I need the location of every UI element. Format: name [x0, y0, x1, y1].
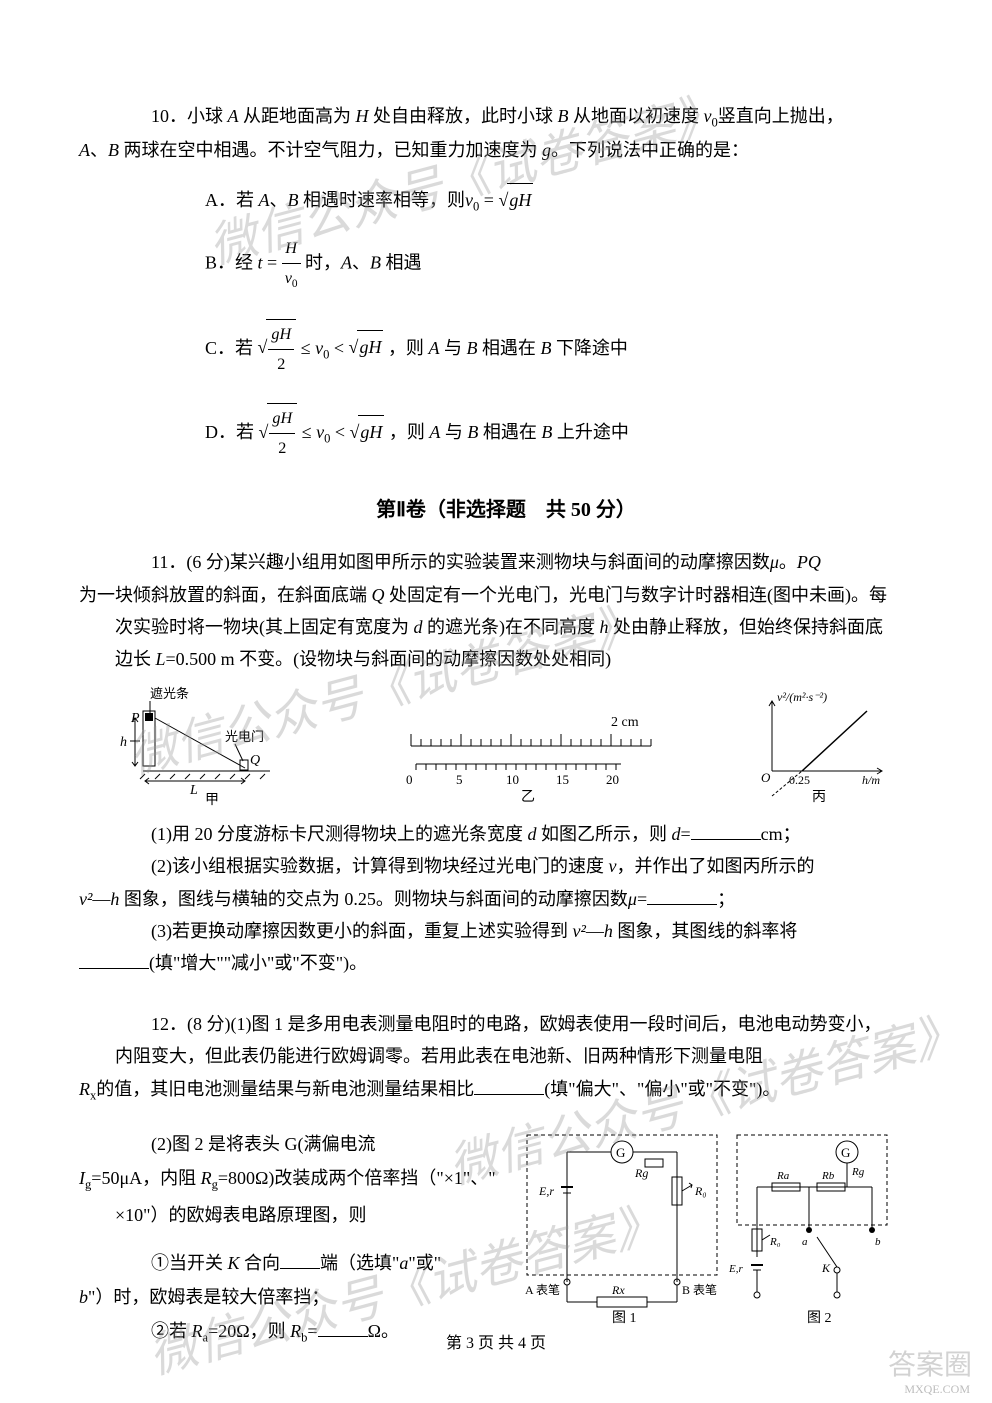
svg-text:v²/(m²·s⁻²): v²/(m²·s⁻²)	[777, 690, 827, 704]
svg-text:甲: 甲	[205, 793, 219, 806]
svg-text:R₀: R₀	[694, 1184, 707, 1198]
q10-option-c: C．若 gH2 ≤ v0 < gH ，则 A 与 B 相遇在 B 下降途中	[205, 319, 897, 379]
svg-text:E,r: E,r	[728, 1263, 743, 1275]
q12-sub1: 12．(8 分)(1)图 1 是多用电表测量电阻时的电路，欧姆表使用一段时间后，…	[115, 1008, 897, 1107]
blank-d	[691, 822, 761, 840]
svg-text:L: L	[189, 783, 198, 798]
svg-text:0.25: 0.25	[789, 773, 810, 787]
q10-option-d: D．若 gH2 ≤ v0 < gH ，则 A 与 B 相遇在 B 上升途中	[205, 403, 897, 463]
svg-text:Ra: Ra	[776, 1170, 790, 1182]
q11-sub2: (2)该小组根据实验数据，计算得到物块经过光电门的速度 v，并作出了如图丙所示的…	[115, 850, 897, 915]
blank-mu	[647, 887, 717, 905]
q11-stem: 11．(6 分)某兴趣小组用如图甲所示的实验装置来测物块与斜面间的动摩擦因数μ。…	[115, 546, 897, 676]
svg-text:5: 5	[456, 772, 463, 787]
question-12: 12．(8 分)(1)图 1 是多用电表测量电阻时的电路，欧姆表使用一段时间后，…	[115, 1008, 897, 1351]
q11-number: 11．	[151, 552, 186, 572]
diagram-yi: 2 cm 0 5 10 15 20 乙	[391, 706, 671, 806]
svg-text:20: 20	[606, 772, 619, 787]
blank-ab	[280, 1251, 320, 1269]
svg-text:15: 15	[556, 772, 569, 787]
svg-text:a: a	[802, 1236, 808, 1248]
diagram-jia: 遮光条 P 光电门 Q h L 甲	[115, 686, 315, 806]
circuit-diagrams: G Rg R₀ E,r	[517, 1127, 897, 1337]
q11-sub3: (3)若更换动摩擦因数更小的斜面，重复上述实验得到 v²—h 图象，其图线的斜率…	[115, 915, 897, 980]
svg-text:10: 10	[506, 772, 519, 787]
page-footer: 第 3 页 共 4 页	[0, 1329, 992, 1353]
q10-option-b: B．经 t = Hv0 时，A、B 相遇	[205, 234, 897, 295]
section-2-title: 第Ⅱ卷（非选择题 共 50 分）	[115, 493, 897, 522]
q11-diagrams: 遮光条 P 光电门 Q h L 甲 2 c	[115, 686, 897, 806]
q10-stem: 10．小球 A 从距地面高为 H 处自由释放，此时小球 B 从地面以初速度 v0…	[115, 100, 897, 167]
question-10: 10．小球 A 从距地面高为 H 处自由释放，此时小球 B 从地面以初速度 v0…	[115, 100, 897, 463]
corner-sub: MXQE.COM	[904, 1382, 970, 1397]
svg-text:光电门: 光电门	[225, 729, 264, 744]
svg-text:h/m: h/m	[862, 773, 880, 787]
svg-text:G: G	[841, 1145, 850, 1160]
q10-option-a: A．若 A、B 相遇时速率相等，则v0 = gH	[205, 183, 897, 218]
svg-text:丙: 丙	[812, 790, 826, 805]
svg-text:Q: Q	[250, 753, 260, 768]
svg-text:b: b	[875, 1236, 881, 1248]
svg-text:Rb: Rb	[821, 1170, 835, 1182]
svg-text:乙: 乙	[521, 789, 535, 805]
q10-number: 10．	[151, 106, 187, 126]
q11-sub1: (1)用 20 分度游标卡尺测得物块上的遮光条宽度 d 如图乙所示，则 d=cm…	[115, 818, 897, 850]
svg-text:图 1: 图 1	[612, 1311, 637, 1326]
svg-text:Rx: Rx	[611, 1283, 625, 1297]
svg-text:图 2: 图 2	[807, 1311, 832, 1326]
blank-slope	[79, 951, 149, 969]
svg-text:E,r: E,r	[538, 1184, 554, 1198]
svg-text:0: 0	[406, 772, 413, 787]
svg-text:A 表笔: A 表笔	[525, 1282, 560, 1297]
svg-text:K: K	[821, 1261, 831, 1275]
diagram-bing: v²/(m²·s⁻²) h/m O 0.25 丙	[747, 686, 897, 806]
q12-number: 12．	[151, 1014, 187, 1034]
question-11: 11．(6 分)某兴趣小组用如图甲所示的实验装置来测物块与斜面间的动摩擦因数μ。…	[115, 546, 897, 980]
svg-text:Rg: Rg	[851, 1166, 865, 1178]
circuit-svg: G Rg R₀ E,r	[517, 1127, 897, 1327]
svg-text:Rg: Rg	[634, 1166, 648, 1180]
svg-text:R₀: R₀	[769, 1236, 781, 1248]
svg-text:遮光条: 遮光条	[150, 686, 189, 701]
svg-text:2 cm: 2 cm	[611, 715, 639, 730]
svg-text:h: h	[120, 735, 127, 750]
svg-text:G: G	[616, 1145, 625, 1160]
q12-sub2-container: G Rg R₀ E,r	[115, 1127, 897, 1351]
blank-compare	[474, 1077, 544, 1095]
svg-text:B 表笔: B 表笔	[682, 1282, 717, 1297]
svg-text:O: O	[761, 770, 771, 785]
corner-watermark: 答案圈	[888, 1343, 972, 1383]
